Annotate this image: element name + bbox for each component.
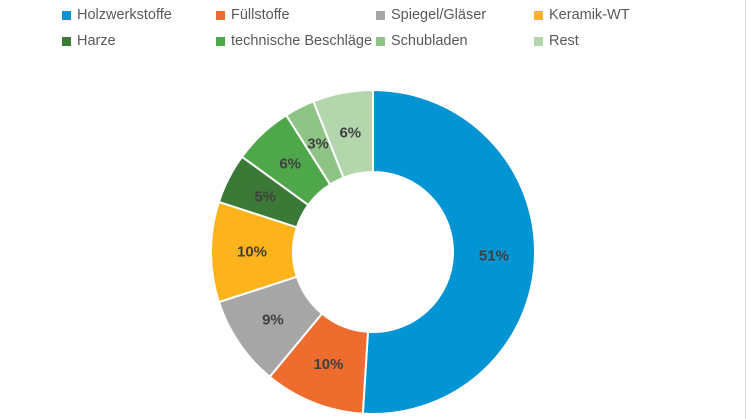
donut-slice xyxy=(312,88,374,179)
legend-label: Schubladen xyxy=(391,33,468,49)
legend: Holzwerkstoffe Füllstoffe Spiegel/Gläser Ke… xyxy=(62,6,742,50)
data-label: 10% xyxy=(237,244,267,261)
legend-item: technische Beschläge xyxy=(216,32,376,50)
legend-item: Holzwerkstoffe xyxy=(62,6,216,24)
legend-swatch xyxy=(534,36,543,46)
legend-swatch xyxy=(216,36,225,46)
legend-swatch xyxy=(62,10,71,20)
legend-swatch xyxy=(62,36,71,46)
legend-item: Spiegel/Gläser xyxy=(376,6,534,24)
data-label: 9% xyxy=(262,312,284,329)
legend-item: Schubladen xyxy=(376,32,534,50)
data-label: 51% xyxy=(479,247,509,264)
data-label: 3% xyxy=(307,136,329,153)
legend-swatch xyxy=(216,10,225,20)
legend-swatch xyxy=(376,10,385,20)
legend-label: Rest xyxy=(549,33,579,49)
legend-label: Spiegel/Gläser xyxy=(391,7,487,23)
legend-label: Füllstoffe xyxy=(231,7,290,23)
legend-label: Holzwerkstoffe xyxy=(77,7,172,23)
legend-item: Keramik-WT xyxy=(534,6,724,24)
data-label: 10% xyxy=(313,356,343,373)
data-label: 6% xyxy=(339,125,361,142)
legend-swatch xyxy=(534,10,543,20)
legend-label: technische Beschläge xyxy=(231,33,373,49)
legend-item: Füllstoffe xyxy=(216,6,376,24)
donut-slice xyxy=(361,88,537,415)
legend-item: Harze xyxy=(62,32,216,50)
data-label: 5% xyxy=(254,189,276,206)
legend-label: Harze xyxy=(77,33,116,49)
legend-label: Keramik-WT xyxy=(549,7,630,23)
data-label: 6% xyxy=(279,155,301,172)
legend-item: Rest xyxy=(534,32,724,50)
legend-swatch xyxy=(376,36,385,46)
